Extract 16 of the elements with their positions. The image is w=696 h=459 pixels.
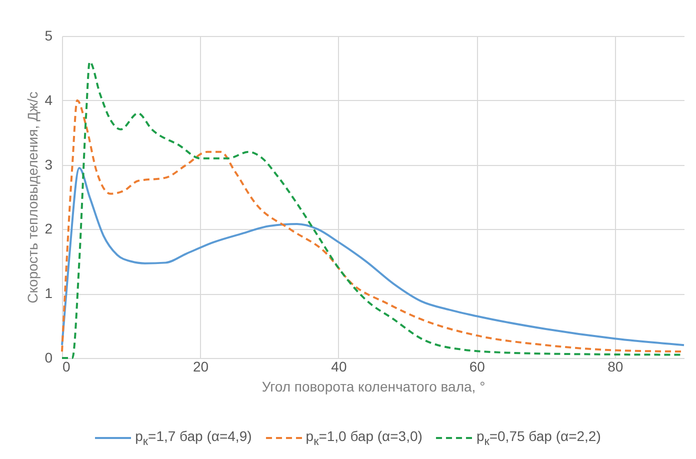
y-tick-label: 1 — [44, 285, 53, 302]
x-tick-label: 80 — [608, 358, 624, 374]
y-axis-title: Скорость тепловыделения, Дж/с — [24, 92, 41, 304]
legend-label: p$_{к}$=0,75 бар (α=2,2) — [476, 428, 601, 448]
x-tick-label: 0 — [62, 358, 70, 374]
y-tick-label: 5 — [44, 28, 53, 44]
x-tick-label: 60 — [469, 358, 486, 374]
x-tick-label: 40 — [331, 358, 347, 374]
line-series — [61, 167, 685, 346]
y-tick-label: 2 — [44, 220, 53, 237]
y-tick-label: 3 — [44, 156, 53, 172]
legend-label: p$_{к}$=1,7 бар (α=4,9) — [135, 428, 252, 448]
x-tick-label: 20 — [192, 358, 209, 374]
legend-label: p$_{к}$=1,0 бар (α=3,0) — [306, 428, 422, 448]
x-axis-title: Угол поворота коленчатого вала, ° — [262, 378, 486, 394]
y-tick-label: 4 — [44, 92, 53, 108]
